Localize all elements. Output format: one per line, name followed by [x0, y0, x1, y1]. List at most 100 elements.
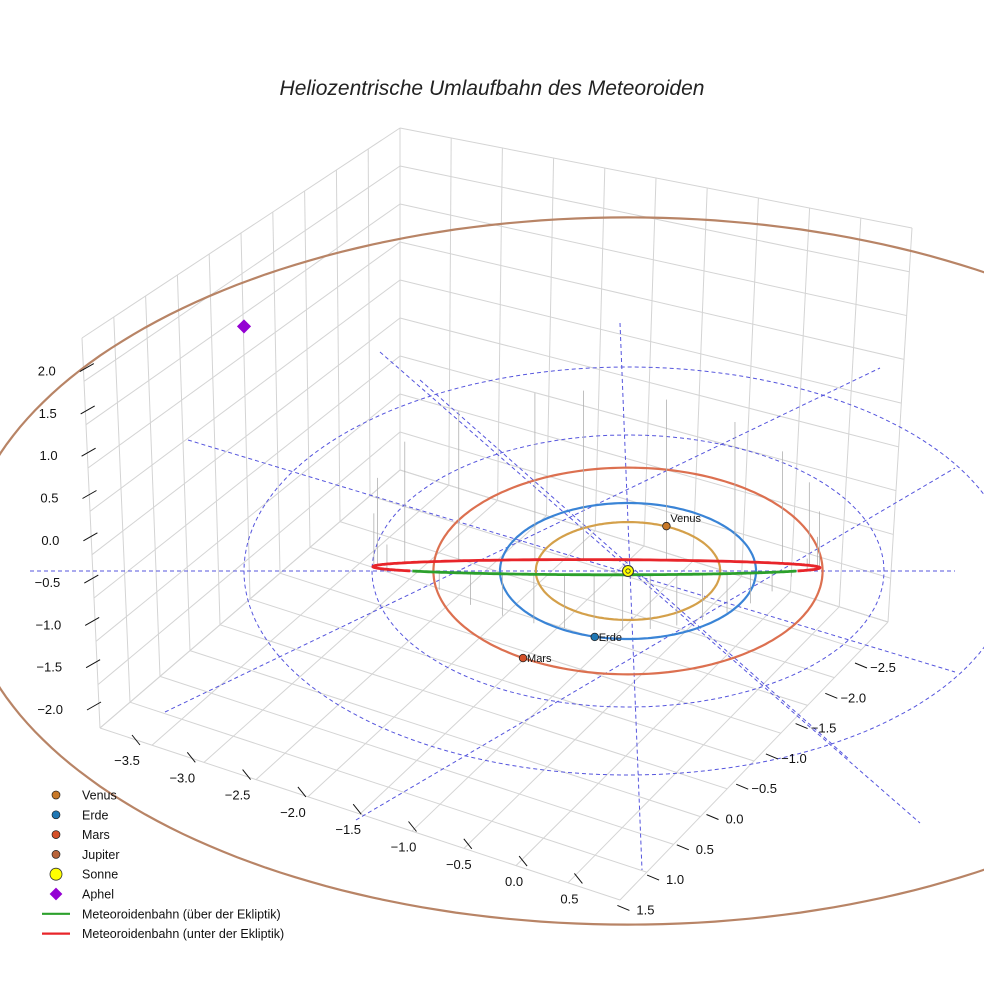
planet-marker-venus [662, 521, 671, 531]
meteoroid-orbit-above [412, 569, 797, 577]
legend: Venus Erde Mars Jupiter Sonne Aphel Meteoroide… [42, 789, 284, 941]
grid-line [367, 148, 371, 496]
y-tick-mark [736, 783, 749, 790]
grid-line [411, 560, 694, 832]
orbit-jupiter [0, 216, 984, 926]
legend-swatch [51, 810, 61, 820]
grid-line [399, 355, 897, 492]
z-tick-mark [82, 490, 97, 499]
grid-line [399, 393, 894, 535]
chart-title: Heliozentrische Umlaufbahn des Meteoroid… [280, 77, 705, 100]
grid-line [272, 211, 281, 574]
legend-entry: Venus [51, 789, 117, 803]
grid-line [741, 197, 759, 577]
z-tick-label: 1.0 [40, 448, 58, 463]
y-tick-label: −1.5 [811, 721, 837, 736]
grid-layer [81, 127, 913, 901]
planet-label-mars: Mars [527, 653, 552, 665]
y-tick-mark [795, 723, 808, 730]
legend-entry: Meteoroidenbahn (über der Ekliptik) [42, 907, 281, 921]
x-tick-label: −1.0 [391, 840, 417, 855]
x-tick-label: −2.5 [225, 788, 251, 803]
z-tick-label: 1.5 [39, 406, 57, 421]
meteoroid-orbit-below [371, 558, 822, 573]
grid-line [113, 316, 131, 703]
legend-swatch [49, 867, 63, 881]
grid-line [594, 167, 606, 531]
legend-label: Meteoroidenbahn (unter der Ekliptik) [82, 927, 284, 941]
x-tick-mark [574, 873, 583, 884]
grid-line [93, 355, 401, 599]
grid-line [463, 576, 742, 849]
x-tick-label: 0.0 [505, 874, 523, 889]
grid-line [87, 241, 401, 469]
z-tick-label: −1.0 [36, 617, 62, 632]
y-tick-label: 0.0 [725, 812, 743, 827]
grid-line [838, 217, 862, 607]
marker-layer: Venus Erde Mars [236, 319, 701, 665]
grid-line [99, 469, 401, 729]
ecliptic-radial-line [187, 439, 956, 673]
grid-line [545, 157, 555, 516]
x-tick-label: −3.5 [114, 753, 140, 768]
x-tick-mark [297, 786, 307, 798]
grid-line [304, 190, 311, 548]
grid-line [359, 545, 645, 815]
y-tick-mark [825, 692, 838, 699]
grid-line [176, 274, 191, 651]
ecliptic-radial-line [164, 367, 881, 713]
sun-marker [622, 565, 634, 577]
grid-line [203, 500, 498, 763]
y-tick-label: 1.0 [666, 872, 684, 887]
grid-line [89, 279, 401, 512]
planet-marker-erde [590, 632, 599, 642]
y-tick-label: 1.5 [636, 902, 654, 917]
aphel-marker [236, 319, 252, 334]
legend-entry: Mars [51, 828, 110, 842]
x-tick-mark [463, 838, 473, 850]
grid-line [515, 591, 791, 866]
x-tick-mark [352, 803, 362, 815]
legend-label: Mars [82, 828, 110, 842]
y-tick-mark [765, 753, 779, 760]
z-tick-mark [79, 363, 95, 373]
legend-label: Meteoroidenbahn (über der Ekliptik) [82, 907, 281, 921]
orbit-erde [498, 501, 758, 641]
ecliptic-reference-circle [371, 434, 885, 708]
x-tick-label: −2.0 [280, 805, 306, 820]
grid-line [145, 295, 161, 677]
x-tick-mark [242, 769, 251, 780]
x-tick-label: −1.5 [335, 822, 361, 837]
planet-marker-mars [518, 653, 528, 663]
ecliptic-reference-layer [30, 322, 984, 871]
grid-line [399, 279, 902, 404]
grid-line [85, 203, 401, 426]
x-tick-mark [186, 751, 196, 763]
y-tick-label: −1.0 [781, 751, 807, 766]
z-tick-mark [85, 659, 101, 669]
legend-label: Aphel [82, 888, 114, 902]
grid-line [97, 431, 401, 686]
legend-label: Sonne [82, 868, 118, 882]
legend-swatch [51, 850, 61, 859]
planet-label-erde: Erde [599, 632, 622, 644]
x-tick-mark [131, 734, 141, 746]
z-tick-label: −1.5 [36, 660, 62, 675]
legend-entry: Meteoroidenbahn (unter der Ekliptik) [42, 927, 284, 941]
y-tick-mark [646, 874, 660, 881]
legend-swatch [51, 830, 61, 839]
ecliptic-radial-line [419, 379, 851, 761]
z-tick-label: 2.0 [38, 364, 56, 379]
legend-entry: Erde [51, 808, 108, 822]
z-tick-mark [86, 701, 102, 711]
legend-swatch [51, 790, 61, 800]
grid-line [692, 187, 708, 562]
grid-line [335, 169, 341, 522]
grid-line [567, 606, 840, 884]
legend-label: Jupiter [82, 848, 120, 862]
y-tick-label: −0.5 [751, 781, 777, 796]
grid-line [789, 207, 811, 592]
sun-core [625, 568, 631, 574]
grid-line [83, 165, 401, 382]
